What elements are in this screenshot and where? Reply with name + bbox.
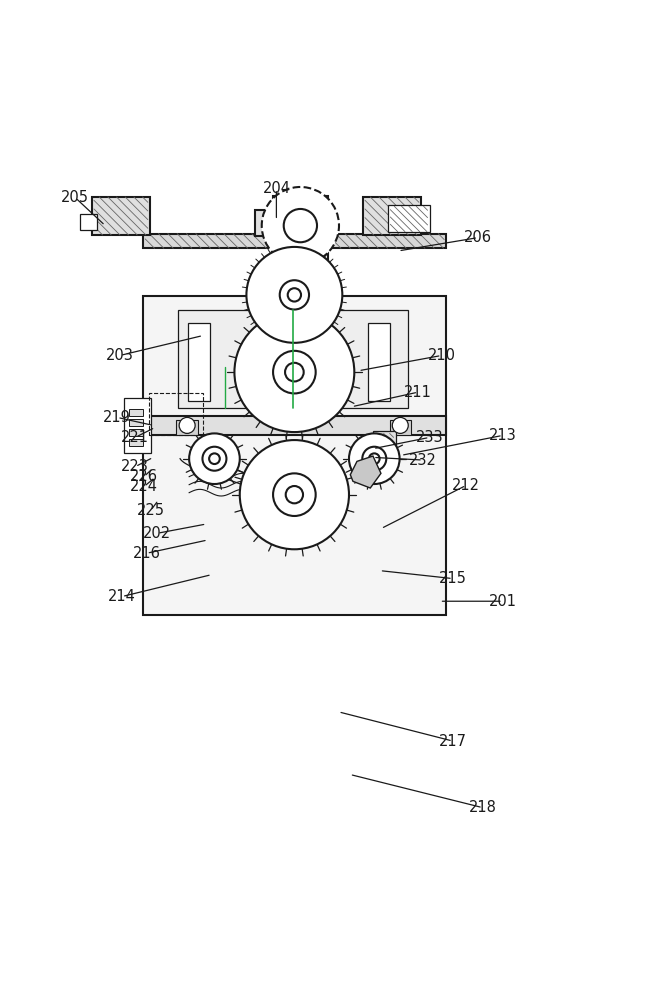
Bar xyxy=(373,431,396,468)
Circle shape xyxy=(234,312,354,432)
Circle shape xyxy=(179,417,195,433)
Bar xyxy=(92,197,150,235)
Text: 217: 217 xyxy=(439,734,467,749)
Bar xyxy=(129,419,143,426)
Text: 204: 204 xyxy=(262,181,290,196)
Text: 216: 216 xyxy=(133,546,161,561)
Text: 203: 203 xyxy=(106,348,134,363)
Text: 211: 211 xyxy=(404,385,432,400)
Text: 224: 224 xyxy=(130,479,158,494)
Bar xyxy=(273,196,328,308)
Polygon shape xyxy=(350,456,381,488)
Circle shape xyxy=(369,453,380,464)
Text: 212: 212 xyxy=(452,478,480,493)
Bar xyxy=(124,398,151,453)
Bar xyxy=(363,197,421,235)
Text: 215: 215 xyxy=(439,571,467,586)
Circle shape xyxy=(273,351,316,393)
Bar xyxy=(143,416,446,435)
Text: 201: 201 xyxy=(489,594,517,609)
Circle shape xyxy=(349,433,400,484)
Text: 232: 232 xyxy=(409,453,437,468)
Text: 233: 233 xyxy=(416,430,444,445)
Text: 210: 210 xyxy=(428,348,456,363)
Circle shape xyxy=(288,288,301,302)
Circle shape xyxy=(189,433,240,484)
Bar xyxy=(143,296,446,615)
Bar xyxy=(188,323,210,401)
Bar xyxy=(149,393,203,435)
Circle shape xyxy=(202,447,226,471)
Bar xyxy=(143,234,446,248)
Circle shape xyxy=(392,417,408,433)
Text: 202: 202 xyxy=(143,526,171,541)
Circle shape xyxy=(286,486,303,503)
Circle shape xyxy=(262,187,339,264)
Circle shape xyxy=(284,209,317,242)
Bar xyxy=(284,312,305,320)
Text: 206: 206 xyxy=(464,230,492,245)
Circle shape xyxy=(209,453,220,464)
Bar xyxy=(388,205,430,232)
Bar xyxy=(390,420,411,435)
Bar xyxy=(129,439,143,446)
Text: 219: 219 xyxy=(103,410,131,425)
Bar xyxy=(286,320,313,395)
Text: 205: 205 xyxy=(61,190,89,205)
Bar xyxy=(129,409,143,416)
Text: 223: 223 xyxy=(121,459,149,474)
Text: 214: 214 xyxy=(108,589,136,604)
Bar xyxy=(277,308,312,324)
Circle shape xyxy=(240,440,349,549)
Text: 218: 218 xyxy=(469,800,497,815)
Circle shape xyxy=(285,363,304,381)
Bar xyxy=(255,210,334,236)
Text: 221: 221 xyxy=(121,430,149,445)
Bar xyxy=(129,429,143,436)
Text: 213: 213 xyxy=(489,428,517,443)
Text: 226: 226 xyxy=(130,469,158,484)
Circle shape xyxy=(362,447,386,471)
Circle shape xyxy=(273,473,316,516)
Bar xyxy=(80,214,97,230)
Text: 225: 225 xyxy=(137,503,165,518)
Bar xyxy=(178,310,408,408)
Circle shape xyxy=(280,280,309,310)
Bar xyxy=(368,323,390,401)
Circle shape xyxy=(246,247,342,343)
Bar xyxy=(176,420,198,435)
